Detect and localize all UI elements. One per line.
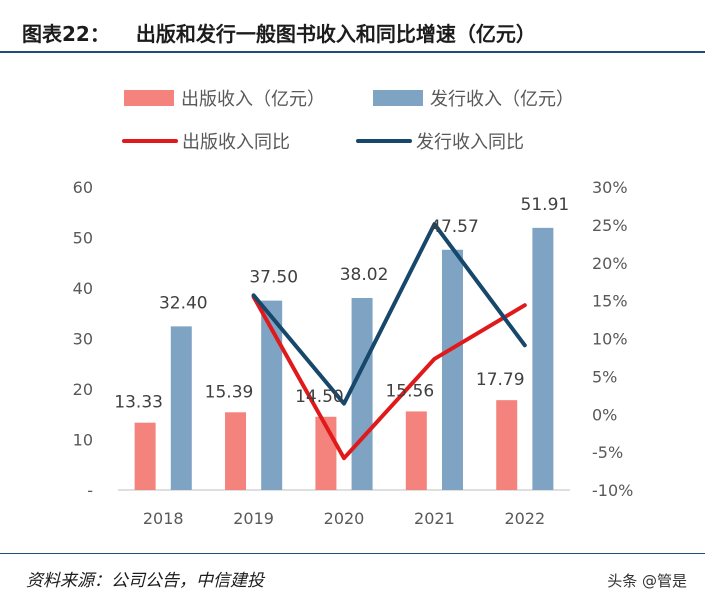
y-left-tick-label: 60	[73, 178, 93, 197]
y-left-tick-label: -	[87, 481, 93, 500]
lines	[251, 222, 527, 461]
y-right-tick-label: -10%	[592, 481, 633, 500]
legend-label: 发行收入（亿元）	[430, 89, 574, 110]
bar	[170, 326, 192, 490]
legend-swatch	[373, 90, 423, 106]
data-label: 32.40	[159, 293, 208, 313]
bar	[441, 249, 463, 490]
legend-label: 出版收入（亿元）	[181, 89, 325, 110]
y-right-tick-label: 15%	[592, 292, 628, 311]
bar	[134, 422, 156, 490]
bars	[134, 227, 554, 491]
bar	[225, 412, 247, 490]
y-right-tick-label: 25%	[592, 216, 628, 235]
x-tick-label: 2022	[504, 509, 545, 528]
chart: 出版收入（亿元） 发行收入（亿元） 出版收入同比 发行收入同比 - 10 20 30 40 50…	[73, 89, 634, 528]
data-label: 38.02	[340, 265, 389, 285]
data-label: 17.79	[476, 370, 525, 390]
y-right-tick-label: 5%	[592, 367, 617, 386]
data-label: 37.50	[249, 268, 298, 288]
data-label: 51.91	[521, 195, 570, 215]
x-tick-label: 2019	[233, 509, 274, 528]
bar	[405, 411, 427, 490]
bar	[351, 297, 373, 490]
figure-title: 图表22： 出版和发行一般图书收入和同比增速（亿元）	[22, 18, 536, 47]
data-label: 15.56	[385, 381, 434, 401]
axes: - 10 20 30 40 50 60 -10% -5% 0% 5% 10% 15% 20% 25% 30% 2…	[73, 178, 634, 528]
y-right-tick-label: 20%	[592, 254, 628, 273]
y-left-tick-label: 40	[73, 279, 93, 298]
y-right-tick-label: 0%	[592, 405, 617, 424]
y-right-tick-label: 10%	[592, 330, 628, 349]
series-line	[251, 294, 527, 461]
top-rule	[0, 51, 705, 53]
bar	[261, 300, 283, 490]
y-right-tick-label: 30%	[592, 178, 628, 197]
data-label: 13.33	[114, 393, 163, 413]
data-label: 14.50	[295, 387, 344, 407]
y-right-tick-label: -5%	[592, 443, 623, 462]
watermark: 头条 @管是	[607, 572, 687, 590]
data-label: 47.57	[430, 217, 479, 237]
legend-label: 发行收入同比	[416, 132, 524, 153]
x-tick-label: 2021	[414, 509, 455, 528]
source-note: 资料来源：公司公告，中信建投	[26, 571, 264, 591]
y-left-tick-label: 30	[73, 330, 93, 349]
x-tick-label: 2018	[143, 509, 184, 528]
data-labels: 13.33 15.39 14.50 15.56 17.79 32.40 37.50 38.02…	[114, 195, 569, 413]
bottom-rule	[0, 553, 705, 554]
figure-number: 图表22：	[22, 22, 110, 46]
legend: 出版收入（亿元） 发行收入（亿元） 出版收入同比 发行收入同比	[122, 89, 574, 153]
bar	[496, 400, 518, 490]
legend-label: 出版收入同比	[182, 132, 290, 153]
series-line	[251, 222, 527, 406]
y-left-tick-label: 20	[73, 380, 93, 399]
x-tick-label: 2020	[324, 509, 365, 528]
y-left-tick-label: 10	[73, 431, 93, 450]
y-left-tick-label: 50	[73, 229, 93, 248]
legend-swatch	[124, 90, 174, 106]
figure-title-text: 出版和发行一般图书收入和同比增速（亿元）	[135, 22, 536, 46]
bar	[532, 227, 554, 491]
data-label: 15.39	[205, 382, 254, 402]
